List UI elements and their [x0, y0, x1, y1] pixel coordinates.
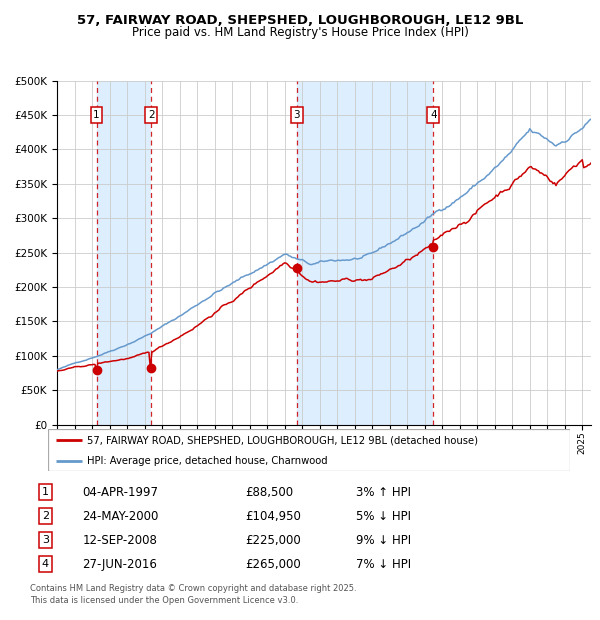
Bar: [151, 81, 297, 425]
Text: 1: 1: [93, 110, 100, 120]
Text: 5% ↓ HPI: 5% ↓ HPI: [356, 510, 410, 523]
Text: Contains HM Land Registry data © Crown copyright and database right 2025.: Contains HM Land Registry data © Crown c…: [30, 584, 356, 593]
Text: 2: 2: [42, 511, 49, 521]
Text: £104,950: £104,950: [245, 510, 301, 523]
Text: Price paid vs. HM Land Registry's House Price Index (HPI): Price paid vs. HM Land Registry's House …: [131, 26, 469, 39]
Bar: [297, 81, 433, 425]
Text: 2: 2: [148, 110, 155, 120]
Text: HPI: Average price, detached house, Charnwood: HPI: Average price, detached house, Char…: [87, 456, 328, 466]
Text: £265,000: £265,000: [245, 557, 301, 570]
Text: 7% ↓ HPI: 7% ↓ HPI: [356, 557, 411, 570]
Text: 04-APR-1997: 04-APR-1997: [82, 485, 158, 498]
Text: 3: 3: [42, 535, 49, 545]
Text: This data is licensed under the Open Government Licence v3.0.: This data is licensed under the Open Gov…: [30, 596, 298, 606]
Bar: [433, 81, 591, 425]
Text: 57, FAIRWAY ROAD, SHEPSHED, LOUGHBOROUGH, LE12 9BL (detached house): 57, FAIRWAY ROAD, SHEPSHED, LOUGHBOROUGH…: [87, 435, 478, 445]
Text: 9% ↓ HPI: 9% ↓ HPI: [356, 534, 411, 547]
Text: £88,500: £88,500: [245, 485, 293, 498]
Bar: [97, 81, 151, 425]
Text: 4: 4: [42, 559, 49, 569]
Text: 1: 1: [42, 487, 49, 497]
Text: 4: 4: [430, 110, 437, 120]
Text: 24-MAY-2000: 24-MAY-2000: [82, 510, 159, 523]
Text: 3% ↑ HPI: 3% ↑ HPI: [356, 485, 410, 498]
Text: 3: 3: [293, 110, 300, 120]
Bar: [57, 81, 97, 425]
Text: 57, FAIRWAY ROAD, SHEPSHED, LOUGHBOROUGH, LE12 9BL: 57, FAIRWAY ROAD, SHEPSHED, LOUGHBOROUGH…: [77, 14, 523, 27]
Text: £225,000: £225,000: [245, 534, 301, 547]
Text: 27-JUN-2016: 27-JUN-2016: [82, 557, 157, 570]
Text: 12-SEP-2008: 12-SEP-2008: [82, 534, 157, 547]
